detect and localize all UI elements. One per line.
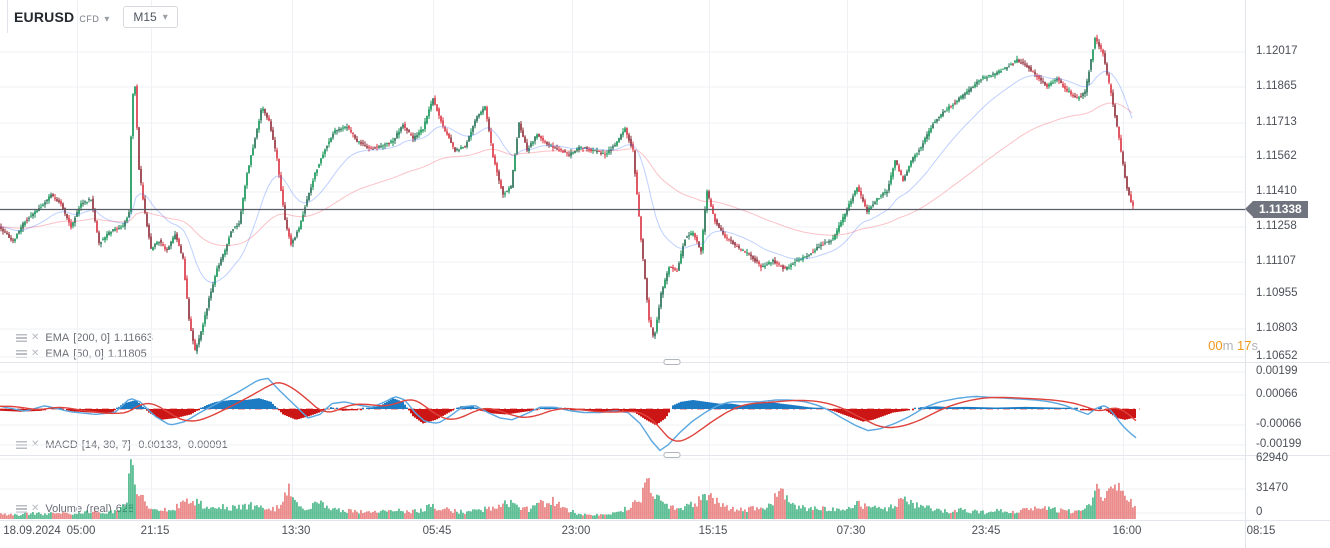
countdown-minutes-unit: m (1222, 338, 1234, 353)
time-tick-label: 16:00 (1112, 525, 1142, 537)
indicator-name: Volume (45, 503, 83, 515)
symbol-selector[interactable]: EURUSD CFD ▾ (14, 9, 109, 25)
time-tick-label: 08:15 (1246, 525, 1276, 537)
indicator-value: 1.11663 (113, 332, 153, 344)
indicator-close-icon[interactable]: ✕ (31, 332, 40, 343)
time-tick-label: 23:45 (971, 525, 1001, 537)
chevron-down-icon: ▾ (104, 14, 110, 25)
time-tick-label: 13:30 (281, 525, 311, 537)
time-tick-label: 18.09.2024 (3, 525, 61, 537)
price-axis[interactable]: 1.12017 1.11865 1.11713 1.11562 1.11410 1.112… (1245, 0, 1330, 520)
interval-label: M15 (133, 10, 157, 24)
market-type-label: CFD (79, 14, 100, 24)
price-tick-label: 1.11107 (1256, 255, 1296, 267)
price-tick-label: 1.11713 (1256, 116, 1297, 128)
time-axis[interactable]: 18.09.2024 05:00 21:15 13:30 05:45 23:00 15:15… (0, 521, 1330, 548)
price-tick-label: 1.11865 (1256, 80, 1297, 92)
interval-selector[interactable]: M15 ▾ (123, 6, 178, 28)
time-tick-label: 05:45 (422, 525, 452, 537)
last-price-value: 1.11338 (1259, 202, 1302, 216)
countdown-seconds: 17 (1237, 338, 1252, 353)
price-tick-label: 1.11410 (1256, 185, 1297, 197)
time-tick-label: 23:00 (561, 525, 591, 537)
price-tick-label: -0.00199 (1256, 438, 1302, 450)
countdown-minutes: 00 (1208, 338, 1223, 353)
price-tick-label: 1.10803 (1256, 322, 1298, 334)
time-tick-label: 07:30 (836, 525, 866, 537)
indicator-close-icon[interactable]: ✕ (31, 348, 40, 359)
indicator-settings-icon[interactable] (16, 350, 27, 358)
price-tick-label: 31470 (1256, 482, 1288, 494)
legend-row-ema: ✕ EMA [200, 0] 1.11663 (16, 331, 153, 345)
price-tick-label: 0.00199 (1256, 365, 1298, 377)
price-tick-label: 1.10955 (1256, 287, 1298, 299)
last-price-tag: 1.11338 (1245, 201, 1308, 218)
pane-resize-grip[interactable] (663, 452, 681, 458)
indicator-close-icon[interactable]: ✕ (31, 503, 40, 514)
indicator-name: EMA (45, 332, 70, 344)
indicator-settings-icon[interactable] (16, 505, 27, 513)
time-tick-label: 05:00 (66, 525, 96, 537)
symbol-name: EURUSD (14, 9, 75, 25)
price-tick-label: 62940 (1256, 452, 1288, 464)
chart-header: EURUSD CFD ▾ M15 ▾ (14, 6, 178, 28)
price-tick-label: 1.10652 (1256, 350, 1298, 362)
price-tick-label: 1.11562 (1256, 150, 1297, 162)
price-tick-label: 0.00066 (1256, 388, 1298, 400)
indicator-settings-icon[interactable] (16, 334, 27, 342)
indicator-params: [200, 0] (73, 332, 110, 344)
price-tick-label: 1.12017 (1256, 45, 1298, 57)
price-tick-label: 1.11258 (1256, 220, 1297, 232)
price-tick-label: 0 (1256, 506, 1263, 518)
pane-resize-grip[interactable] (663, 359, 681, 365)
chevron-down-icon: ▾ (162, 11, 168, 23)
time-tick-label: 15:15 (698, 525, 728, 537)
countdown-seconds-unit: s (1251, 338, 1259, 353)
time-tick-label: 21:15 (140, 525, 170, 537)
price-tick-label: -0.00066 (1256, 418, 1302, 430)
bar-countdown-timer: 00m 17s (1208, 338, 1258, 353)
